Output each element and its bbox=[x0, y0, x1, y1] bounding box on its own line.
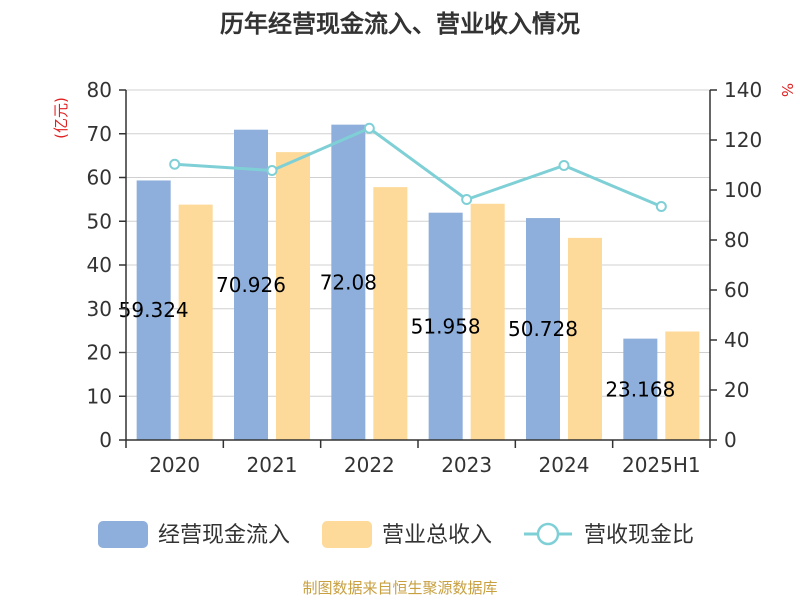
data-label: 59.324 bbox=[119, 298, 189, 322]
bar-revenue bbox=[178, 204, 213, 440]
bar-cash-inflow bbox=[428, 212, 463, 440]
y-left-tick-label: 50 bbox=[87, 209, 112, 233]
data-label: 23.168 bbox=[605, 377, 675, 401]
data-label: 51.958 bbox=[411, 314, 481, 338]
data-labels: 59.324 70.926 72.08 51.958 50.728 23.168 bbox=[119, 270, 676, 401]
bar-revenue bbox=[568, 237, 602, 440]
bar-series bbox=[136, 124, 700, 441]
y-left-tick-label: 70 bbox=[87, 122, 112, 146]
legend-item-cash-inflow[interactable]: 经营现金流入 bbox=[98, 521, 290, 548]
bar-revenue bbox=[470, 203, 505, 440]
y-right-tick-label: 0 bbox=[724, 428, 737, 452]
legend-swatch bbox=[98, 521, 148, 548]
bar-cash-inflow bbox=[136, 180, 171, 440]
ratio-point bbox=[363, 122, 375, 134]
axes: 0 10 20 30 40 50 60 70 80 0 20 40 60 80 100 120 140 2020 2… bbox=[87, 78, 763, 477]
ratio-point bbox=[655, 201, 667, 212]
bar-revenue bbox=[276, 152, 310, 440]
ratio-point bbox=[169, 158, 181, 170]
legend-label: 营业总收入 bbox=[382, 523, 492, 548]
legend-swatch bbox=[322, 521, 372, 548]
bar-cash-inflow bbox=[331, 124, 366, 441]
x-tick-label: 2020 bbox=[149, 453, 200, 477]
y-left-tick-label: 10 bbox=[87, 384, 112, 408]
ratio-point bbox=[558, 160, 570, 171]
legend-item-ratio[interactable]: 营收现金比 bbox=[524, 522, 694, 548]
y-left-tick-label: 80 bbox=[87, 78, 112, 102]
y-left-tick-label: 20 bbox=[87, 341, 112, 365]
legend-marker bbox=[536, 522, 560, 546]
line-series bbox=[169, 122, 667, 212]
x-tick-label: 2025H1 bbox=[622, 453, 701, 477]
bar-revenue bbox=[373, 187, 408, 440]
ratio-point bbox=[266, 165, 278, 176]
ratio-line bbox=[174, 126, 662, 208]
x-tick-label: 2021 bbox=[247, 453, 298, 477]
bar-cash-inflow bbox=[623, 338, 658, 440]
y-left-tick-label: 60 bbox=[87, 166, 112, 190]
y-right-tick-label: 20 bbox=[724, 378, 749, 402]
y-right-tick-label: 120 bbox=[724, 128, 762, 152]
y-right-tick-label: 60 bbox=[724, 278, 749, 302]
y-right-tick-label: 100 bbox=[724, 178, 762, 202]
data-label: 70.926 bbox=[216, 273, 286, 297]
data-source-note: 制图数据来自恒生聚源数据库 bbox=[302, 579, 497, 597]
legend-label: 营收现金比 bbox=[584, 523, 694, 548]
gridlines bbox=[126, 89, 710, 397]
ratio-point bbox=[461, 194, 473, 205]
y-left-tick-label: 40 bbox=[87, 253, 112, 277]
legend-item-revenue[interactable]: 营业总收入 bbox=[322, 521, 492, 548]
y-left-tick-label: 30 bbox=[87, 297, 112, 321]
data-label: 72.08 bbox=[320, 270, 377, 294]
bar-cash-inflow bbox=[526, 218, 560, 440]
chart-title: 历年经营现金流入、营业收入情况 bbox=[220, 10, 580, 38]
x-tick-label: 2022 bbox=[344, 453, 395, 477]
x-tick-label: 2024 bbox=[539, 453, 590, 477]
y-right-tick-label: 40 bbox=[724, 328, 749, 352]
right-axis-unit-label: % bbox=[778, 83, 796, 97]
x-tick-label: 2023 bbox=[441, 453, 492, 477]
bar-cash-inflow bbox=[234, 129, 268, 441]
y-right-tick-label: 140 bbox=[724, 78, 762, 102]
legend-label: 经营现金流入 bbox=[158, 523, 290, 548]
data-label: 50.728 bbox=[508, 317, 578, 341]
y-right-tick-label: 80 bbox=[724, 228, 749, 252]
left-axis-unit-label: (亿元) bbox=[52, 97, 70, 139]
bar-revenue bbox=[665, 331, 700, 440]
legend: 经营现金流入 营业总收入 营收现金比 bbox=[98, 521, 694, 548]
y-left-tick-label: 0 bbox=[99, 428, 112, 452]
